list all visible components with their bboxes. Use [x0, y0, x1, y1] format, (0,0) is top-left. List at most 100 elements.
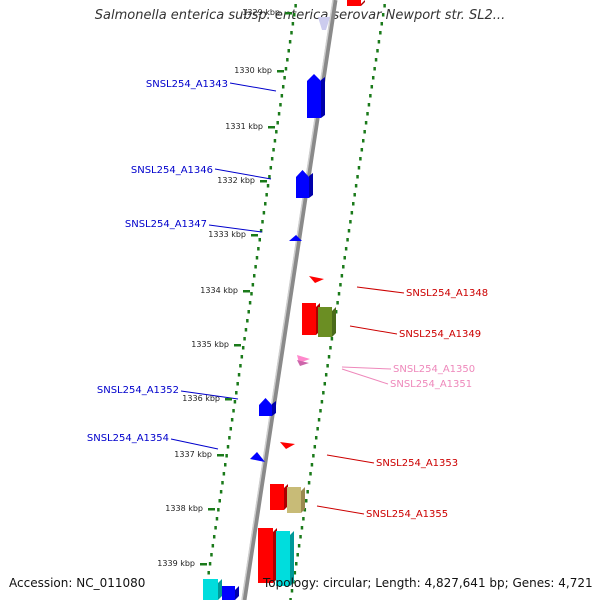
- gene-label-SNSL254_A1347[interactable]: SNSL254_A1347: [125, 219, 207, 230]
- gene-label-SNSL254_A1349[interactable]: SNSL254_A1349: [399, 329, 481, 340]
- gene-top-red-side: [361, 0, 365, 6]
- gene-SNSL254_A1346-face: [296, 170, 309, 198]
- inner-tick-dot: [265, 193, 268, 197]
- outer-tick-dot: [361, 139, 365, 143]
- gene-bottom-cyan-face: [276, 531, 290, 586]
- gene-bottom-cyan-2-face: [203, 579, 218, 600]
- gene-SNSL254_A1347: [289, 235, 302, 241]
- outer-tick-dot: [319, 409, 322, 413]
- inner-tick-dot: [279, 103, 282, 107]
- gene-label-SNSL254_A1346[interactable]: SNSL254_A1346: [131, 165, 213, 176]
- outer-tick-dot: [360, 148, 364, 152]
- inner-tick-dot: [280, 94, 284, 98]
- outer-tick-dot: [337, 292, 341, 296]
- kbp-tick-label: 1339 kbp: [157, 559, 195, 568]
- gene-label-SNSL254_A1343[interactable]: SNSL254_A1343: [146, 79, 228, 90]
- leader-line-SNSL254_A1350: [341, 366, 392, 370]
- outer-tick-dot: [346, 238, 349, 242]
- inner-tick-dot: [258, 238, 262, 242]
- gene-label-SNSL254_A1352[interactable]: SNSL254_A1352: [97, 385, 179, 396]
- gene-bottom-red: [258, 528, 277, 583]
- inner-tick-dot: [225, 454, 228, 458]
- inner-tick-dot: [291, 22, 295, 26]
- kbp-tick-mark: [277, 70, 284, 73]
- gene-SNSL254_A1355-red-face: [270, 484, 284, 510]
- outer-tick-dot: [330, 337, 334, 341]
- gene-SNSL254_A1355-red: [270, 484, 288, 510]
- gene-bottom-blue: [222, 586, 239, 600]
- outer-tick-dot: [376, 49, 379, 53]
- inner-tick-dot: [222, 472, 226, 476]
- outer-tick-dot: [289, 598, 292, 600]
- kbp-tick-mark: [251, 234, 258, 237]
- kbp-tick-label: 1334 kbp: [200, 286, 238, 295]
- gene-bottom-cyan-2: [203, 579, 222, 600]
- inner-tick-dot: [287, 49, 290, 53]
- gene-SNSL254_A1355-khaki-face: [287, 487, 301, 513]
- gene-features[interactable]: [203, 0, 365, 600]
- outer-tick-dot: [357, 166, 361, 170]
- gene-SNSL254_A1352-side: [272, 401, 276, 416]
- outer-tick-dot: [353, 193, 356, 197]
- inner-tick-dot: [293, 13, 296, 17]
- inner-tick-dot: [251, 283, 255, 287]
- inner-tick-dot: [230, 418, 234, 422]
- kbp-tick-label: 1330 kbp: [234, 66, 272, 75]
- gene-label-SNSL254_A1355[interactable]: SNSL254_A1355: [366, 509, 448, 520]
- leader-line-SNSL254_A1351: [341, 368, 389, 385]
- kbp-tick-label: 1329 kbp: [242, 8, 280, 17]
- outer-tick-dot: [366, 112, 369, 116]
- outer-tick-dot: [326, 364, 329, 368]
- outer-tick-dot: [377, 40, 381, 44]
- leader-line-SNSL254_A1348: [356, 286, 405, 294]
- gene-SNSL254_A1355-khaki: [287, 487, 305, 513]
- tick-dots: [203, 4, 386, 600]
- outer-tick-dot: [369, 94, 372, 98]
- inner-tick-dot: [241, 346, 245, 350]
- outer-tick-dot: [309, 472, 312, 476]
- inner-tick-dot: [246, 319, 249, 323]
- gene-labels[interactable]: SNSL254_A1343 SNSL254_A1346 SNSL254_A1347 S…: [87, 79, 488, 520]
- inner-tick-dot: [255, 256, 259, 260]
- inner-tick-dot: [212, 535, 216, 539]
- outer-tick-dot: [356, 175, 359, 179]
- inner-tick-dot: [247, 310, 250, 314]
- kbp-tick-mark: [217, 454, 224, 457]
- outer-tick-dot: [295, 562, 298, 566]
- gene-label-SNSL254_A1353[interactable]: SNSL254_A1353: [376, 458, 458, 469]
- gene-SNSL254_A1353: [280, 442, 295, 449]
- outer-tick-dot: [293, 571, 297, 575]
- inner-tick-dot: [210, 553, 213, 557]
- gene-bottom-blue-face: [222, 586, 235, 600]
- kbp-tick-mark: [285, 12, 292, 15]
- inner-tick-dot: [277, 112, 281, 116]
- gene-label-SNSL254_A1351[interactable]: SNSL254_A1351: [390, 379, 472, 390]
- inner-tick-dot: [224, 463, 227, 467]
- kbp-tick-label: 1332 kbp: [217, 176, 255, 185]
- outer-tick-dot: [336, 301, 339, 305]
- inner-tick-dot: [261, 220, 264, 224]
- outer-tick-dot: [343, 256, 346, 260]
- outer-tick-dot: [314, 436, 318, 440]
- outer-tick-dot: [323, 382, 327, 386]
- outer-tick-dot: [379, 31, 382, 35]
- inner-tick-dot: [208, 562, 212, 566]
- inner-tick-dot: [240, 355, 244, 359]
- gene-top-red: [347, 0, 365, 6]
- gene-SNSL254_A1349-red-face: [302, 303, 316, 335]
- kbp-tick-mark: [260, 180, 267, 183]
- inner-tick-dot: [268, 175, 271, 179]
- gene-label-SNSL254_A1350[interactable]: SNSL254_A1350: [393, 364, 475, 375]
- inner-tick-dot: [214, 526, 217, 530]
- outer-tick-dot: [383, 4, 386, 8]
- inner-tick-dot: [219, 490, 223, 494]
- gene-label-SNSL254_A1348[interactable]: SNSL254_A1348: [406, 288, 488, 299]
- kbp-tick-label: 1338 kbp: [165, 504, 203, 513]
- kbp-tick-label: 1331 kbp: [225, 122, 263, 131]
- gene-label-SNSL254_A1354[interactable]: SNSL254_A1354: [87, 433, 169, 444]
- leader-line-SNSL254_A1354: [170, 438, 219, 450]
- gene-SNSL254_A1343-side: [321, 77, 325, 118]
- gene-top-red-face: [347, 0, 361, 6]
- inner-tick-dot: [273, 139, 277, 143]
